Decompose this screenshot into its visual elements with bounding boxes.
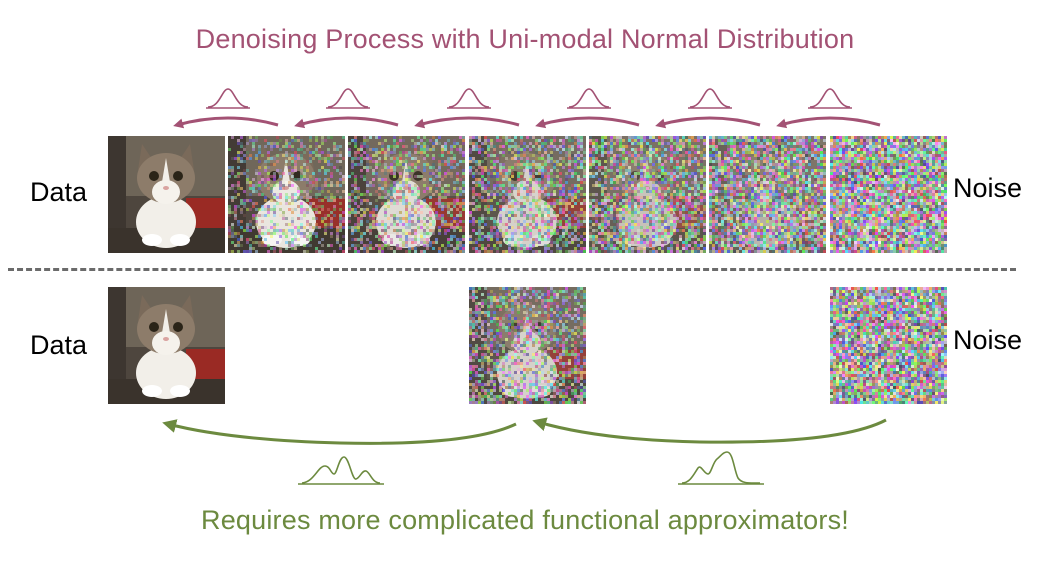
bottom-data-label: Data — [30, 330, 88, 360]
noisy-cat-image — [589, 136, 706, 253]
bottom-noise-label: Noise — [953, 325, 1023, 355]
noisy-cat-image — [348, 136, 465, 253]
top-tile-3 — [469, 136, 586, 253]
multimodal-curve-icon — [298, 451, 764, 485]
top-tile-1 — [228, 136, 345, 253]
top-tile-5 — [709, 136, 826, 253]
top-tile-4 — [589, 136, 706, 253]
top-step-arrow — [655, 116, 761, 129]
noisy-cat-image — [228, 136, 345, 253]
top-noise-label: Noise — [953, 173, 1023, 203]
top-tile-0 — [108, 136, 225, 253]
cat-image — [108, 136, 225, 253]
top-title: Denoising Process with Uni-modal Normal … — [195, 24, 855, 54]
noise-image — [830, 287, 947, 404]
top-step-arrow — [535, 116, 640, 129]
cat-image — [108, 287, 225, 404]
top-step-arrow — [294, 116, 399, 129]
bottom-step-arrow — [532, 417, 887, 444]
noisy-cat-image — [709, 136, 826, 253]
bottom-tile-1 — [469, 287, 586, 404]
noise-image — [830, 136, 947, 253]
gaussian-curve-icon — [206, 88, 852, 109]
top-step-arrow — [776, 116, 881, 129]
bottom-tile-2 — [830, 287, 947, 404]
top-step-arrow — [414, 116, 520, 129]
top-step-arrow — [173, 116, 279, 129]
noisy-cat-image — [469, 136, 586, 253]
bottom-title: Requires more complicated functional app… — [201, 505, 849, 535]
bottom-tile-0 — [108, 287, 225, 404]
noisy-cat-image — [469, 287, 586, 404]
bottom-step-arrow — [162, 419, 517, 445]
top-data-label: Data — [30, 177, 88, 207]
top-tile-2 — [348, 136, 465, 253]
top-tile-6 — [830, 136, 947, 253]
section-divider — [8, 268, 1016, 271]
